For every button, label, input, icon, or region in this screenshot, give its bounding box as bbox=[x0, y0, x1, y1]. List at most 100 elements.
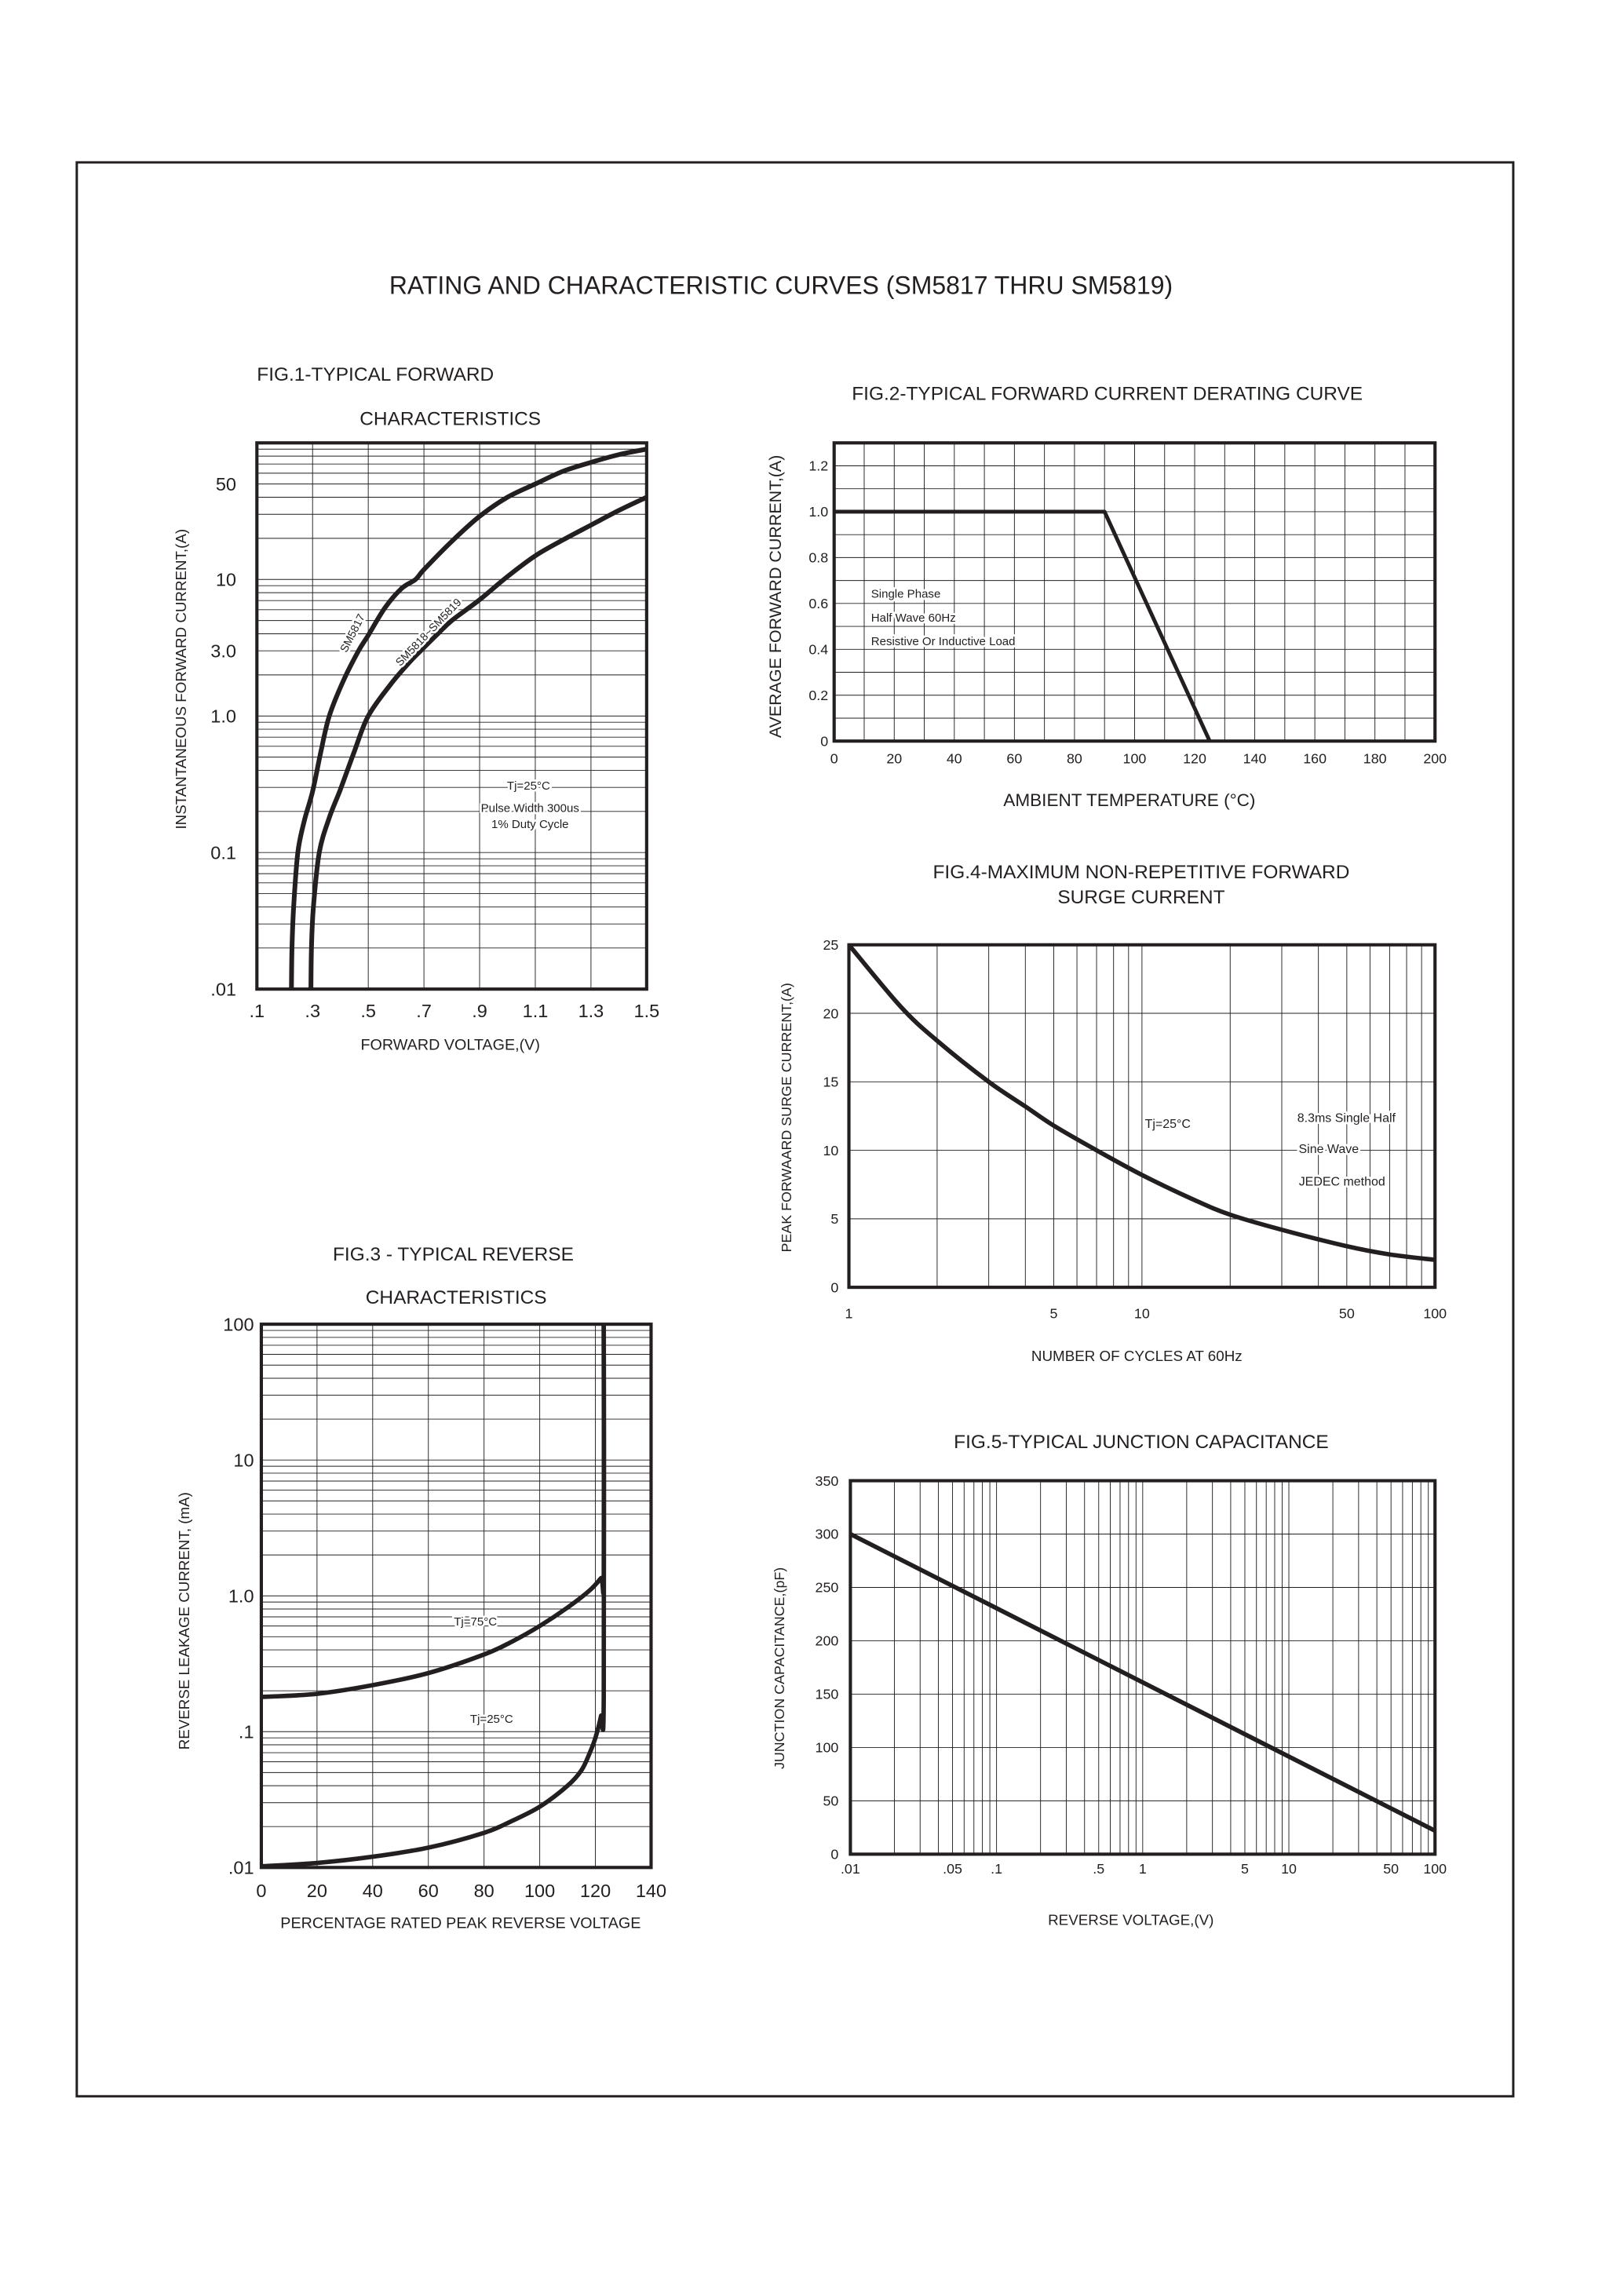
x-tick-label: 60 bbox=[1006, 750, 1022, 766]
series-label: Tj=25°C bbox=[470, 1713, 513, 1726]
page-border bbox=[75, 161, 1515, 2098]
y-axis-label: AVERAGE FORWARD CURRENT,(A) bbox=[766, 455, 785, 739]
fig3-series-line-2 bbox=[261, 1324, 607, 1869]
y-tick-label: 100 bbox=[816, 1740, 839, 1756]
fig4-chart: FIG.4-MAXIMUM NON-REPETITIVE FORWARD SURG… bbox=[779, 862, 1447, 1364]
x-tick-label: 1.5 bbox=[634, 1001, 660, 1021]
y-tick-label: 1.2 bbox=[808, 458, 828, 474]
y-axis-label: INSTANTANEOUS FORWARD CURRENT,(A) bbox=[173, 529, 189, 830]
x-tick-label: .1 bbox=[991, 1861, 1002, 1877]
x-tick-label: .9 bbox=[472, 1001, 487, 1021]
fig1-title-line: FIG.1-TYPICAL FORWARD bbox=[257, 364, 494, 385]
x-tick-label: 120 bbox=[1183, 750, 1206, 766]
x-tick-label: 1 bbox=[845, 1306, 853, 1322]
x-tick-label: 40 bbox=[363, 1881, 383, 1901]
x-tick-label: 0 bbox=[830, 750, 838, 766]
y-tick-label: 0 bbox=[830, 1847, 838, 1863]
y-tick-label: 15 bbox=[823, 1075, 838, 1090]
page-title: RATING AND CHARACTERISTIC CURVES (SM5817… bbox=[389, 271, 1173, 299]
fig4-title-line: FIG.4-MAXIMUM NON-REPETITIVE FORWARD bbox=[933, 862, 1350, 883]
x-axis-label: NUMBER OF CYCLES AT 60Hz bbox=[1031, 1348, 1243, 1364]
fig5-title-line: FIG.5-TYPICAL JUNCTION CAPACITANCE bbox=[954, 1432, 1328, 1453]
fig4-title-line: SURGE CURRENT bbox=[1057, 887, 1224, 908]
y-tick-label: .01 bbox=[210, 979, 236, 999]
x-tick-label: .5 bbox=[1093, 1861, 1104, 1877]
x-tick-label: 100 bbox=[524, 1881, 555, 1901]
y-tick-label: 200 bbox=[816, 1633, 839, 1649]
plot-frame bbox=[847, 943, 1437, 1290]
y-tick-label: 0.4 bbox=[808, 642, 828, 658]
fig3-title-line: CHARACTERISTICS bbox=[366, 1287, 547, 1308]
fig1-title-line: CHARACTERISTICS bbox=[359, 409, 541, 430]
x-tick-label: 60 bbox=[418, 1881, 439, 1901]
x-tick-label: 10 bbox=[1134, 1306, 1150, 1322]
y-tick-label: 250 bbox=[816, 1580, 839, 1596]
x-tick-label: 160 bbox=[1303, 750, 1327, 766]
x-tick-label: 140 bbox=[636, 1881, 666, 1901]
x-axis-label: REVERSE VOLTAGE,(V) bbox=[1048, 1912, 1213, 1928]
x-tick-label: 5 bbox=[1050, 1306, 1058, 1322]
y-tick-label: .1 bbox=[239, 1721, 254, 1742]
x-tick-label: .05 bbox=[943, 1861, 962, 1877]
fig2-series-line-1 bbox=[834, 509, 1212, 742]
fig1-series-line-1 bbox=[289, 447, 648, 990]
x-tick-label: 100 bbox=[1123, 750, 1147, 766]
x-tick-label: 80 bbox=[1067, 750, 1082, 766]
x-axis-label: AMBIENT TEMPERATURE (°C) bbox=[1003, 790, 1255, 810]
x-tick-label: 40 bbox=[947, 750, 962, 766]
y-tick-label: 100 bbox=[223, 1314, 254, 1334]
series-label: Tj=75°C bbox=[454, 1615, 497, 1629]
y-axis-label: PEAK FORWAARD SURGE CURRENT,(A) bbox=[779, 983, 794, 1252]
fig3-series-line-1 bbox=[261, 1324, 607, 1699]
y-tick-label: .01 bbox=[228, 1858, 254, 1878]
chart-annotation: 8.3ms Single Half bbox=[1297, 1111, 1396, 1125]
chart-annotation: Single Phase bbox=[871, 588, 941, 601]
x-tick-label: .01 bbox=[841, 1861, 860, 1877]
x-tick-label: .3 bbox=[305, 1001, 320, 1021]
y-tick-label: 10 bbox=[233, 1450, 254, 1470]
y-tick-label: 300 bbox=[816, 1527, 839, 1542]
y-tick-label: 20 bbox=[823, 1005, 838, 1021]
fig1-series-line-2 bbox=[308, 494, 648, 990]
y-tick-label: 0.1 bbox=[210, 842, 236, 863]
fig2-chart: FIG.2-TYPICAL FORWARD CURRENT DERATING C… bbox=[766, 384, 1447, 810]
fig5-series-line-1 bbox=[849, 1531, 1436, 1833]
fig4-series-line-1 bbox=[847, 943, 1436, 1263]
x-tick-label: .7 bbox=[416, 1001, 432, 1021]
x-tick-label: 5 bbox=[1241, 1861, 1249, 1877]
fig3-chart: FIG.3 - TYPICAL REVERSE CHARACTERISTICS 0 2… bbox=[176, 1244, 666, 1932]
y-tick-label: 1.0 bbox=[210, 706, 236, 726]
plot-frame bbox=[259, 1323, 653, 1870]
series-label: SM5818~SM5819 bbox=[393, 596, 464, 669]
y-tick-label: 10 bbox=[823, 1143, 838, 1158]
plot-frame bbox=[255, 441, 648, 991]
x-tick-label: 80 bbox=[474, 1881, 494, 1901]
chart-annotation: Sine Wave bbox=[1298, 1143, 1359, 1156]
y-tick-label: 1.0 bbox=[228, 1585, 254, 1606]
x-tick-label: 1.3 bbox=[578, 1001, 604, 1021]
x-axis-label: FORWARD VOLTAGE,(V) bbox=[360, 1036, 539, 1053]
y-axis-label: REVERSE LEAKAGE CURRENT, (mA) bbox=[176, 1492, 192, 1750]
plot-frame bbox=[848, 1479, 1437, 1856]
y-tick-label: 1.0 bbox=[808, 504, 828, 520]
y-tick-label: 5 bbox=[830, 1211, 838, 1227]
x-tick-label: 120 bbox=[580, 1881, 611, 1901]
x-tick-label: 20 bbox=[307, 1881, 327, 1901]
x-tick-label: 1.1 bbox=[523, 1001, 549, 1021]
chart-annotation: Half Wave 60Hz bbox=[871, 611, 956, 625]
y-tick-label: 0 bbox=[820, 733, 828, 749]
fig1-chart: FIG.1-TYPICAL FORWARD CHARACTERISTICS .1 .3… bbox=[173, 364, 659, 1053]
x-tick-label: 180 bbox=[1363, 750, 1387, 766]
x-tick-label: 0 bbox=[256, 1881, 266, 1901]
x-tick-label: 50 bbox=[1339, 1306, 1355, 1322]
x-tick-label: 140 bbox=[1243, 750, 1267, 766]
y-tick-label: 0.2 bbox=[808, 688, 828, 703]
x-tick-label: 1 bbox=[1139, 1861, 1147, 1877]
fig3-title-line: FIG.3 - TYPICAL REVERSE bbox=[333, 1244, 574, 1265]
x-axis-label: PERCENTAGE RATED PEAK REVERSE VOLTAGE bbox=[280, 1914, 640, 1932]
chart-annotation: Resistive Or Inductive Load bbox=[871, 635, 1016, 648]
y-tick-label: 50 bbox=[823, 1793, 838, 1809]
x-tick-label: .1 bbox=[249, 1001, 265, 1021]
chart-annotation: JEDEC method bbox=[1299, 1175, 1385, 1188]
